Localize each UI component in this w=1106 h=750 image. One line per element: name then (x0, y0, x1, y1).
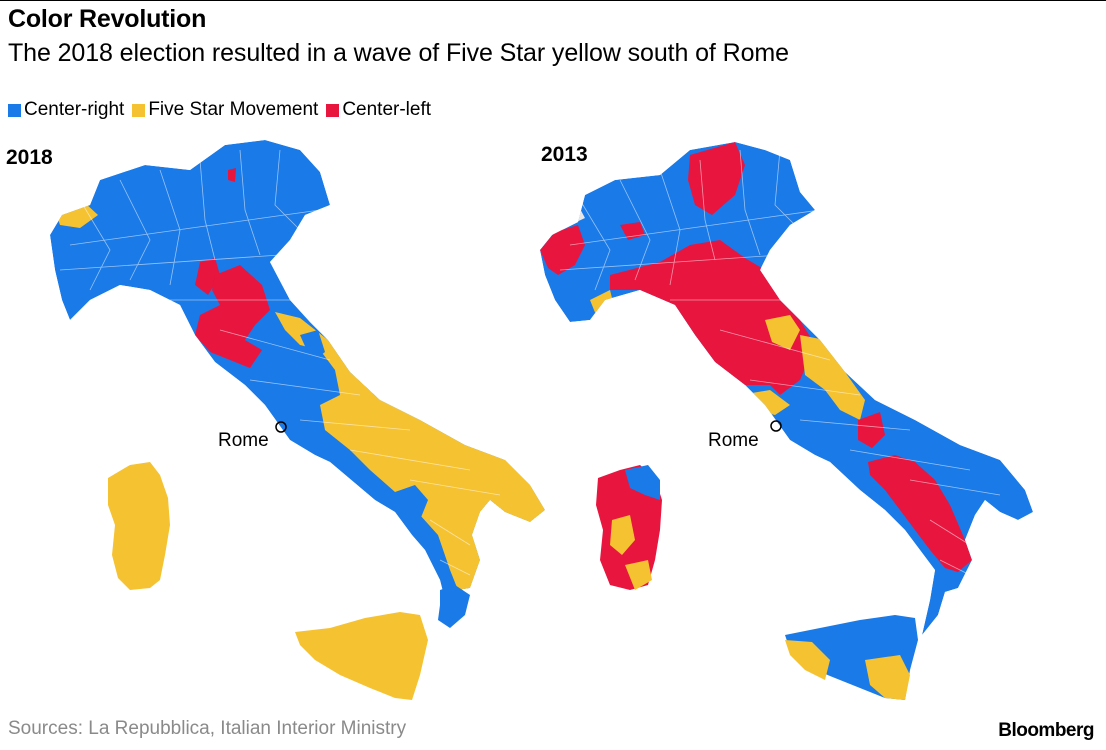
source-note: Sources: La Repubblica, Italian Interior… (8, 718, 407, 739)
legend-item-five-star: Five Star Movement (132, 99, 318, 121)
legend-label: Five Star Movement (148, 99, 319, 120)
sardinia-2013-m5s (610, 515, 635, 555)
legend-item-center-left: Center-left (326, 99, 431, 121)
region-center-right (300, 330, 325, 362)
map-2018 (50, 140, 545, 700)
region-center-left (540, 225, 585, 275)
region-center-left (195, 258, 220, 295)
center-left-swatch (326, 103, 340, 117)
district-borders-2018 (59, 149, 501, 576)
sardinia-2018 (108, 462, 170, 590)
region-five-star (275, 312, 545, 590)
rome-marker-2013 (770, 420, 782, 432)
calabria-tip-2018 (438, 585, 470, 628)
rome-label-2013: Rome (708, 430, 759, 451)
region-center-left (688, 142, 745, 215)
region-center-left (610, 240, 815, 395)
sardinia-2013-m5s-south (625, 560, 652, 590)
legend-label: Center-right (24, 99, 125, 120)
sicily-2018 (295, 612, 428, 700)
chart-subtitle: The 2018 election resulted in a wave of … (8, 39, 789, 67)
center-right-swatch (8, 103, 21, 117)
sicily-2013-m5s-west (785, 640, 830, 680)
map-2013 (540, 142, 1033, 700)
legend: Center-right Five Star Movement Center-l… (8, 98, 439, 122)
mainland-2018 (50, 140, 545, 600)
map-year-2013: 2013 (541, 143, 588, 166)
region-center-right (395, 485, 428, 520)
sicily-2013-m5s-east (865, 655, 910, 700)
bloomberg-logo: Bloomberg (998, 720, 1094, 741)
region-center-left (195, 265, 270, 368)
sardinia-2013-cr (625, 465, 660, 500)
legend-label: Center-left (342, 99, 432, 120)
region-center-left (868, 455, 972, 572)
five-star-swatch (132, 103, 146, 117)
region-five-star (765, 315, 800, 350)
region-center-left (228, 168, 236, 182)
region-center-left (858, 412, 885, 448)
top-rule (0, 0, 1106, 1)
district-borders-2013 (559, 149, 1001, 576)
rome-label-2018: Rome (218, 430, 269, 451)
chart-title: Color Revolution (8, 5, 207, 33)
rome-marker-2018 (275, 421, 287, 433)
map-year-2018: 2018 (6, 146, 53, 169)
legend-item-center-right: Center-right (8, 99, 124, 121)
